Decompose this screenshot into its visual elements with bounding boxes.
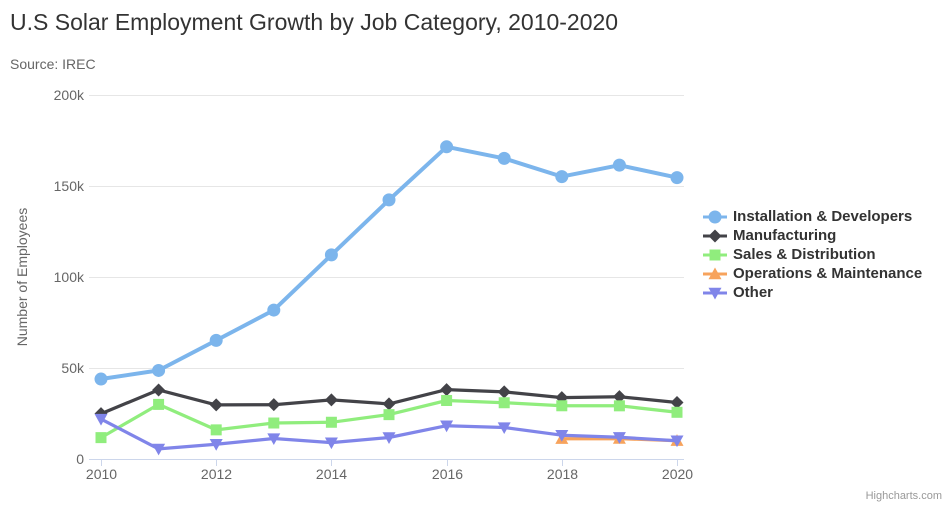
svg-text:150k: 150k (54, 178, 85, 194)
legend-label: Operations & Maintenance (733, 265, 923, 282)
svg-text:100k: 100k (54, 269, 85, 285)
series-installation-developers (94, 140, 684, 386)
legend-label: Other (733, 284, 774, 301)
series-other (94, 413, 684, 456)
legend-item-operations-maintenance[interactable]: Operations & Maintenance (702, 264, 922, 283)
legend-item-installation-developers[interactable]: Installation & Developers (702, 207, 922, 226)
legend-circle-marker-icon (703, 210, 727, 223)
svg-text:2010: 2010 (86, 466, 117, 482)
legend-triangle-down-marker-icon (703, 287, 727, 299)
svg-text:0: 0 (76, 451, 84, 467)
highcharts-credit-link[interactable]: Highcharts.com (865, 490, 942, 502)
svg-text:2018: 2018 (547, 466, 578, 482)
svg-text:2020: 2020 (662, 466, 693, 482)
legend-item-other[interactable]: Other (702, 283, 922, 302)
legend-label: Sales & Distribution (733, 246, 876, 263)
series-points-manufacturing[interactable] (94, 383, 684, 421)
legend-label: Installation & Developers (733, 208, 913, 225)
chart-subtitle: Source: IREC (10, 56, 96, 72)
svg-text:2016: 2016 (432, 466, 463, 482)
legend-item-sales-distribution[interactable]: Sales & Distribution (702, 245, 922, 264)
svg-text:2014: 2014 (316, 466, 347, 482)
series-manufacturing (94, 383, 684, 421)
svg-text:2012: 2012 (201, 466, 232, 482)
y-axis-labels: 0 50k 100k 150k 200k (54, 87, 85, 467)
series-points-other[interactable] (94, 413, 684, 456)
svg-text:200k: 200k (54, 87, 85, 103)
gridlines (89, 95, 684, 369)
svg-text:50k: 50k (61, 360, 85, 376)
legend-item-manufacturing[interactable]: Manufacturing (702, 226, 922, 245)
series-points-sales-distribution[interactable] (95, 394, 683, 444)
legend-triangle-marker-icon (703, 267, 727, 279)
x-axis: 2010 2012 2014 2016 2018 2020 (86, 459, 693, 482)
legend-diamond-marker-icon (703, 229, 727, 242)
series-sales-distribution (95, 394, 683, 444)
chart-title: U.S Solar Employment Growth by Job Categ… (10, 9, 619, 35)
legend-label: Manufacturing (733, 227, 837, 244)
legend-square-marker-icon (703, 249, 727, 260)
series-points-installation-developers[interactable] (94, 140, 684, 386)
legend: Installation & Developers Manufacturing Sa… (702, 207, 922, 302)
